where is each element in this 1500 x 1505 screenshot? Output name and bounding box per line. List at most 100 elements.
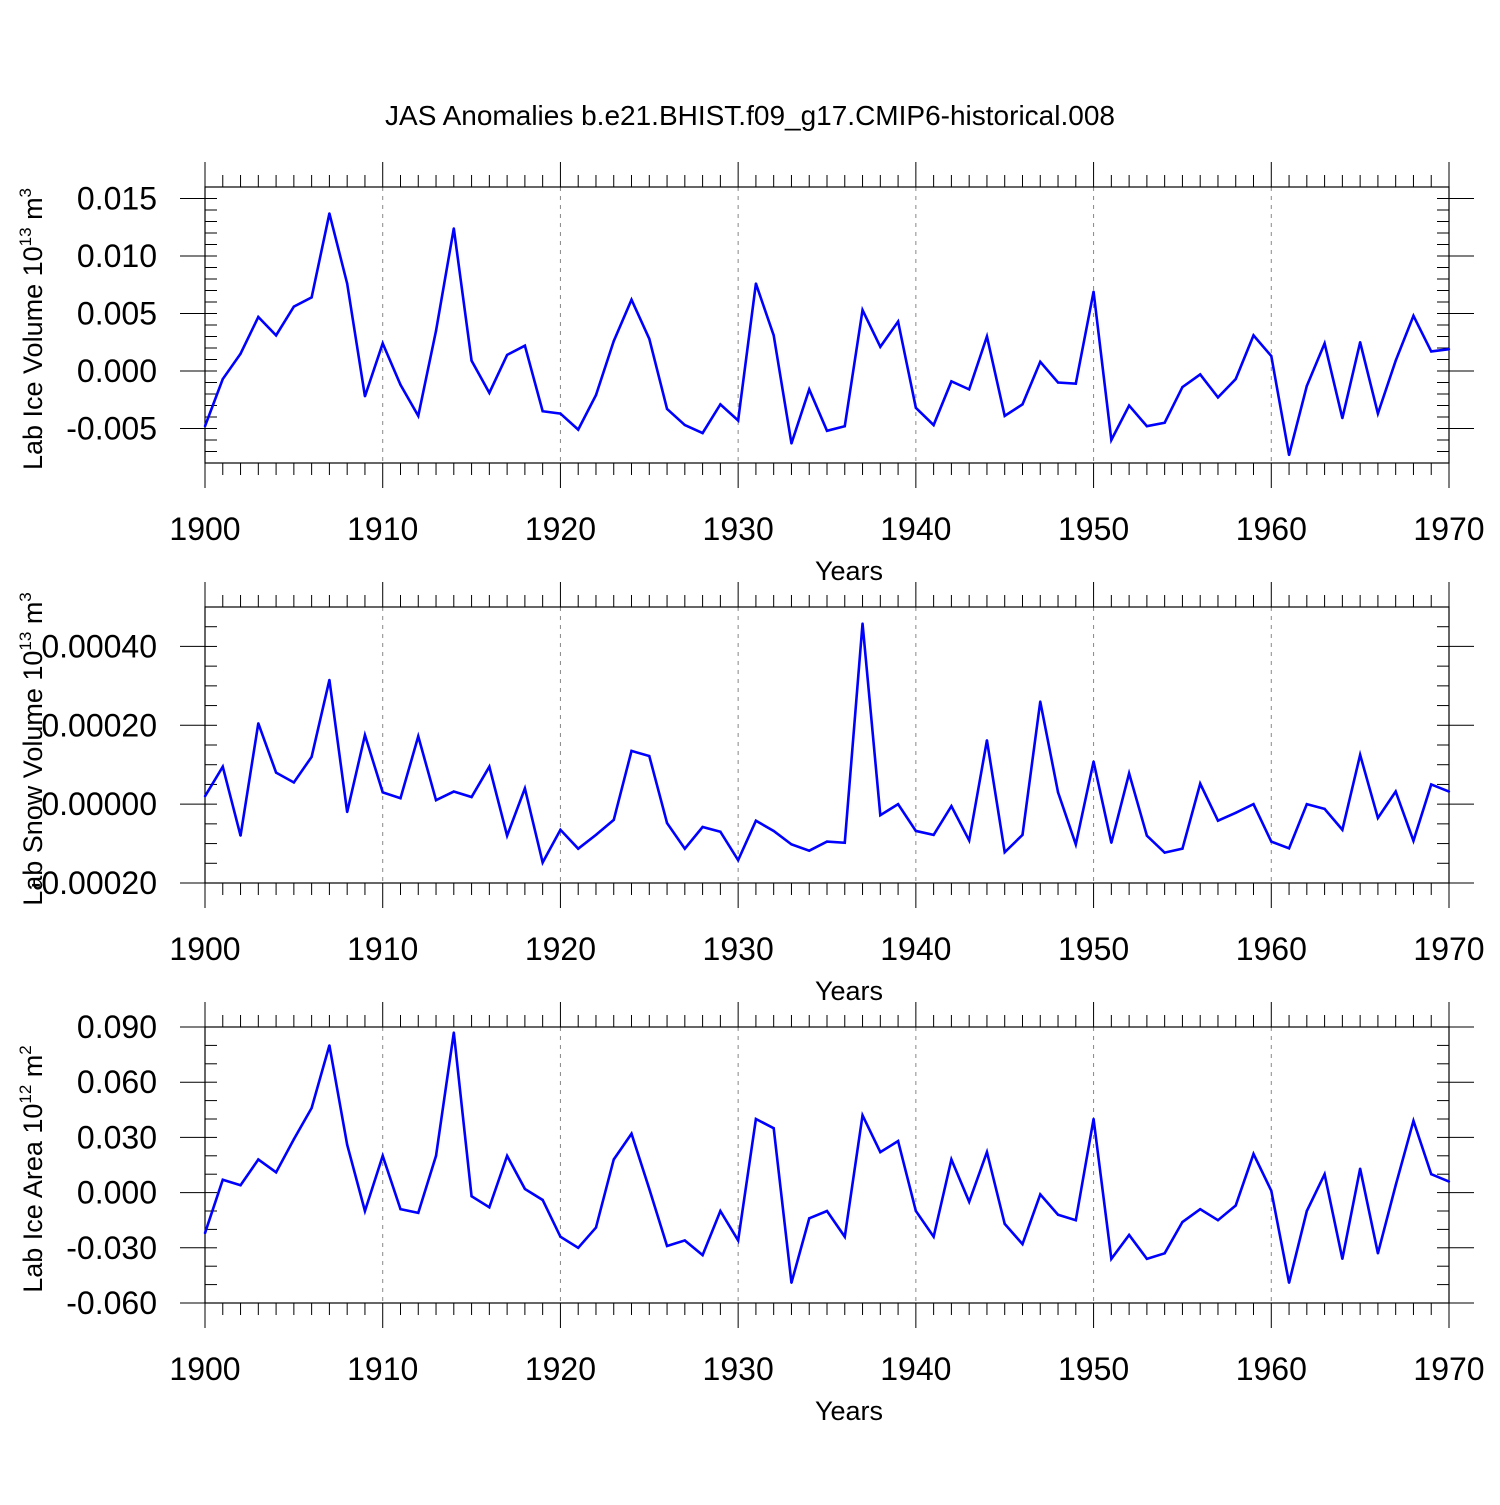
data-point: [879, 813, 882, 817]
data-point: [328, 1044, 331, 1047]
data-point: [1163, 421, 1166, 424]
data-point: [1305, 802, 1309, 806]
x-tick-label: 1920: [525, 1351, 596, 1387]
data-point: [967, 839, 971, 842]
data-point: [1376, 1252, 1380, 1255]
data-point: [345, 282, 349, 285]
data-point: [665, 1244, 669, 1248]
data-point: [1412, 839, 1415, 843]
data-point: [1074, 843, 1078, 846]
data-point: [559, 828, 562, 831]
panel-1: 1900 1910 1920 1930 1940 1950 1960 1970 -0.005 0.…: [16, 162, 1485, 586]
data-point: [630, 749, 633, 753]
data-point: [1110, 1257, 1113, 1261]
data-point: [274, 771, 278, 774]
data-point: [221, 377, 224, 381]
data-point: [505, 834, 509, 837]
data-point: [363, 733, 367, 737]
y-tick-label: 0.00020: [41, 707, 157, 743]
data-point: [950, 804, 953, 808]
data-point: [985, 335, 989, 338]
data-point: [1003, 851, 1006, 854]
data-point: [1056, 1213, 1060, 1216]
data-point: [701, 1253, 704, 1257]
data-point: [1181, 847, 1184, 850]
data-point: [808, 849, 811, 852]
data-point: [1074, 1219, 1078, 1222]
data-point: [523, 344, 527, 347]
panel-3: 1900 1910 1920 1930 1940 1950 1960 1970 -0.060 -0…: [16, 1002, 1485, 1426]
data-point: [843, 425, 846, 428]
data-point: [594, 393, 598, 397]
panel-2: 1900 1910 1920 1930 1940 1950 1960 1970 -0.00020…: [16, 582, 1485, 1006]
data-point: [1430, 1173, 1433, 1176]
data-point: [417, 735, 420, 738]
x-tick-label: 1900: [169, 511, 240, 547]
data-point: [1287, 453, 1291, 457]
data-point: [648, 337, 651, 340]
y-tick-label: 0.000: [77, 353, 157, 389]
y-tick-label: -0.00020: [31, 865, 157, 901]
series-line: [203, 623, 1450, 867]
data-point: [488, 1206, 491, 1209]
y-tick-label: -0.060: [66, 1285, 157, 1321]
data-point: [1163, 851, 1166, 854]
data-point: [1341, 416, 1344, 420]
data-point: [665, 407, 669, 411]
data-point: [417, 1211, 420, 1215]
x-tick-label: 1940: [880, 1351, 951, 1387]
data-point: [381, 791, 384, 794]
data-point: [879, 345, 882, 349]
data-point: [1181, 385, 1184, 389]
data-point: [541, 861, 544, 864]
data-point: [985, 739, 989, 742]
data-point: [1092, 760, 1095, 763]
data-point: [1074, 382, 1078, 385]
y-tick-label: 0.00000: [41, 786, 157, 822]
data-point: [790, 442, 793, 445]
data-point: [719, 1209, 722, 1213]
data-point: [1021, 833, 1024, 837]
data-point: [1323, 1173, 1326, 1176]
x-tick-label: 1930: [703, 931, 774, 967]
data-point: [825, 429, 829, 432]
data-point: [1056, 791, 1060, 794]
data-point: [967, 388, 971, 391]
data-point: [1199, 373, 1202, 376]
y-tick-label: 0.000: [77, 1175, 157, 1211]
data-point: [1412, 314, 1415, 317]
data-point: [221, 765, 224, 768]
data-point: [701, 825, 704, 829]
data-point: [914, 406, 918, 409]
series-line: [203, 1032, 1450, 1284]
data-point: [1287, 847, 1291, 850]
y-tick-label: -0.030: [66, 1230, 157, 1266]
data-point: [541, 1198, 544, 1202]
data-point: [1376, 816, 1380, 820]
y-tick-label: 0.015: [77, 181, 157, 217]
data-point: [1039, 360, 1042, 363]
data-point: [665, 821, 669, 825]
data-point: [896, 1139, 900, 1143]
data-point: [594, 833, 598, 837]
data-point: [1163, 1252, 1166, 1255]
x-tick-label: 1960: [1236, 1351, 1307, 1387]
data-point: [203, 1231, 207, 1235]
data-point: [310, 296, 313, 299]
data-point: [577, 1246, 580, 1250]
data-point: [1234, 1204, 1237, 1207]
x-tick-label: 1910: [347, 931, 418, 967]
x-tick-label: 1970: [1413, 931, 1484, 967]
data-point: [203, 425, 207, 428]
data-point: [754, 282, 758, 285]
data-point: [843, 1235, 846, 1238]
data-point: [1376, 412, 1380, 415]
data-point: [470, 795, 473, 799]
data-point: [1305, 1209, 1309, 1213]
y-axis-label-exponent: 13: [16, 632, 35, 651]
data-point: [736, 858, 740, 862]
data-point: [1287, 1281, 1291, 1284]
data-point: [1447, 790, 1451, 793]
data-point: [772, 1127, 775, 1130]
